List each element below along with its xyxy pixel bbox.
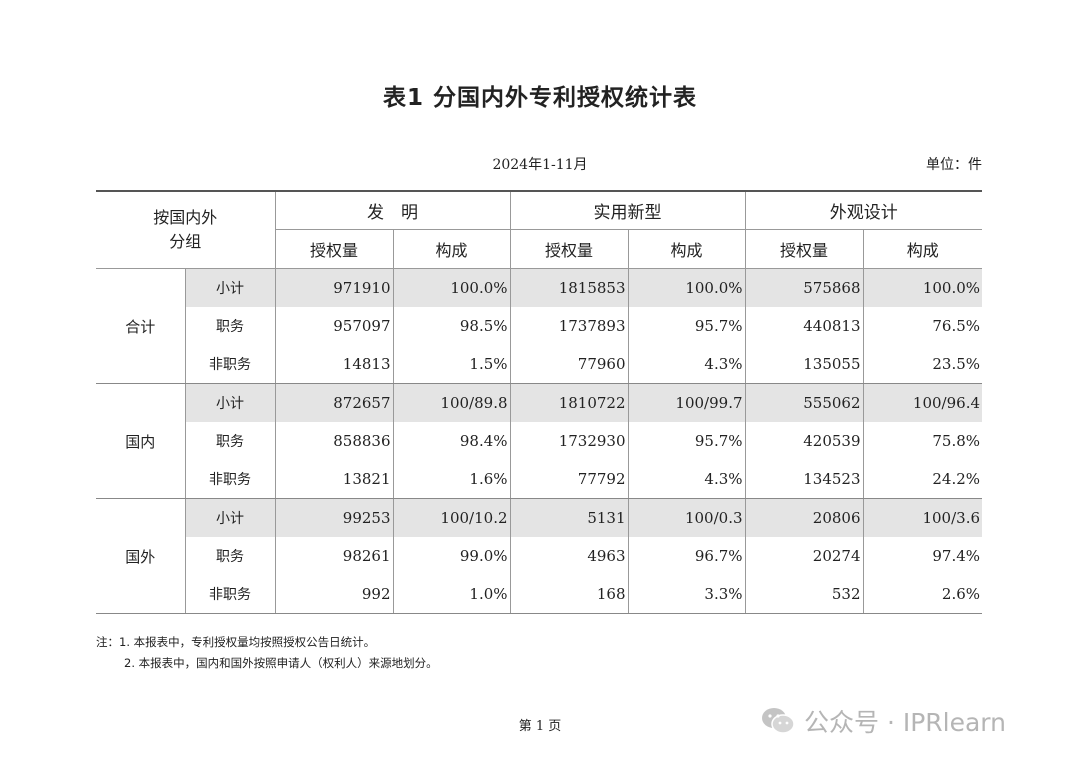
cell: 1732930 <box>509 422 629 460</box>
row-label: 职务 <box>184 307 276 345</box>
table-row: 非职务 14813 1.5% 77960 4.3% 135055 23.5% <box>96 345 983 384</box>
cell: 100/99.7 <box>627 383 746 422</box>
sub-col-header: 授权量 <box>509 229 629 269</box>
row-label: 职务 <box>184 422 276 460</box>
cell: 4.3% <box>627 460 746 499</box>
cell: 100.0% <box>862 268 983 307</box>
cell: 97.4% <box>862 537 983 575</box>
cell: 575868 <box>744 268 864 307</box>
page-number: 第 1 页 <box>518 719 562 734</box>
cell: 4963 <box>509 537 629 575</box>
watermark-text: 公众号 · IPRlearn <box>804 708 1006 737</box>
cell: 135055 <box>744 345 864 384</box>
row-label: 小计 <box>184 498 276 537</box>
cell: 20274 <box>744 537 864 575</box>
category-design: 外观设计 <box>744 190 983 230</box>
sub-col-header: 构成 <box>627 229 746 269</box>
cell: 98261 <box>274 537 394 575</box>
cell: 420539 <box>744 422 864 460</box>
cell: 1.6% <box>392 460 511 499</box>
cell: 957097 <box>274 307 394 345</box>
cell: 5131 <box>509 498 629 537</box>
wechat-icon <box>762 708 795 734</box>
table-notes: 注：1. 本报表中，专利授权量均按照授权公告日统计。 2. 本报表中，国内和国外… <box>96 632 438 674</box>
cell: 99.0% <box>392 537 511 575</box>
cell: 858836 <box>274 422 394 460</box>
cell: 2.6% <box>862 575 983 614</box>
cell: 872657 <box>274 383 394 422</box>
report-period: 2024年1-11月 <box>492 157 588 173</box>
cell: 100.0% <box>627 268 746 307</box>
cell: 95.7% <box>627 307 746 345</box>
cell: 440813 <box>744 307 864 345</box>
table-row: 国外 小计 99253 100/10.2 5131 100/0.3 20806 … <box>96 498 983 614</box>
table-row: 国内 小计 872657 100/89.8 1810722 100/99.7 5… <box>96 383 983 499</box>
category-utility-model: 实用新型 <box>509 190 746 230</box>
row-label: 非职务 <box>184 345 276 384</box>
note-1: 注：1. 本报表中，专利授权量均按照授权公告日统计。 <box>96 635 376 649</box>
cell: 532 <box>744 575 864 614</box>
cell: 99253 <box>274 498 394 537</box>
group-name: 国内 <box>96 383 185 499</box>
cell: 992 <box>274 575 394 614</box>
sub-col-header: 授权量 <box>274 229 394 269</box>
cell: 76.5% <box>862 307 983 345</box>
cell: 75.8% <box>862 422 983 460</box>
row-label: 小计 <box>184 383 276 422</box>
cell: 100/3.6 <box>862 498 983 537</box>
patent-grant-table: 按国内外 分组 发 明 实用新型 外观设计 授权量 构成 授权量 构成 授权量 … <box>96 190 983 614</box>
cell: 100/89.8 <box>392 383 511 422</box>
group-header-line1: 按国内外 <box>153 208 218 227</box>
unit-label: 单位：件 <box>926 157 982 173</box>
group-header: 按国内外 分组 <box>96 190 276 269</box>
cell: 3.3% <box>627 575 746 614</box>
watermark: 公众号 · IPRlearn <box>760 703 1006 739</box>
row-label: 职务 <box>184 537 276 575</box>
cell: 24.2% <box>862 460 983 499</box>
table-row: 合计 小计 971910 100.0% 1815853 100.0% 57586… <box>96 268 983 384</box>
cell: 1737893 <box>509 307 629 345</box>
cell: 13821 <box>274 460 394 499</box>
group-name: 国外 <box>96 498 185 614</box>
sub-col-header: 构成 <box>862 229 983 269</box>
cell: 1815853 <box>509 268 629 307</box>
group-name: 合计 <box>96 268 185 384</box>
cell: 168 <box>509 575 629 614</box>
cell: 555062 <box>744 383 864 422</box>
note-2: 2. 本报表中，国内和国外按照申请人（权利人）来源地划分。 <box>124 656 438 670</box>
row-label: 非职务 <box>184 460 276 499</box>
cell: 23.5% <box>862 345 983 384</box>
row-label: 小计 <box>184 268 276 307</box>
cell: 100/10.2 <box>392 498 511 537</box>
cell: 100.0% <box>392 268 511 307</box>
cell: 1.0% <box>392 575 511 614</box>
table-row: 职务 858836 98.4% 1732930 95.7% 420539 75.… <box>96 422 983 460</box>
cell: 98.4% <box>392 422 511 460</box>
cell: 100/0.3 <box>627 498 746 537</box>
group-header-line2: 分组 <box>169 232 202 251</box>
table-row: 非职务 13821 1.6% 77792 4.3% 134523 24.2% <box>96 460 983 499</box>
sub-col-header: 授权量 <box>744 229 864 269</box>
cell: 1810722 <box>509 383 629 422</box>
cell: 100/96.4 <box>862 383 983 422</box>
category-invention: 发 明 <box>274 190 511 230</box>
cell: 77792 <box>509 460 629 499</box>
sub-col-header: 构成 <box>392 229 511 269</box>
cell: 14813 <box>274 345 394 384</box>
cell: 98.5% <box>392 307 511 345</box>
cell: 1.5% <box>392 345 511 384</box>
cell: 20806 <box>744 498 864 537</box>
table-row: 职务 98261 99.0% 4963 96.7% 20274 97.4% <box>96 537 983 575</box>
table-title: 表1 分国内外专利授权统计表 <box>382 85 697 111</box>
cell: 77960 <box>509 345 629 384</box>
table-row: 非职务 992 1.0% 168 3.3% 532 2.6% <box>96 575 983 614</box>
cell: 4.3% <box>627 345 746 384</box>
row-label: 非职务 <box>184 575 276 614</box>
cell: 971910 <box>274 268 394 307</box>
cell: 96.7% <box>627 537 746 575</box>
cell: 134523 <box>744 460 864 499</box>
table-row: 职务 957097 98.5% 1737893 95.7% 440813 76.… <box>96 307 983 345</box>
cell: 95.7% <box>627 422 746 460</box>
